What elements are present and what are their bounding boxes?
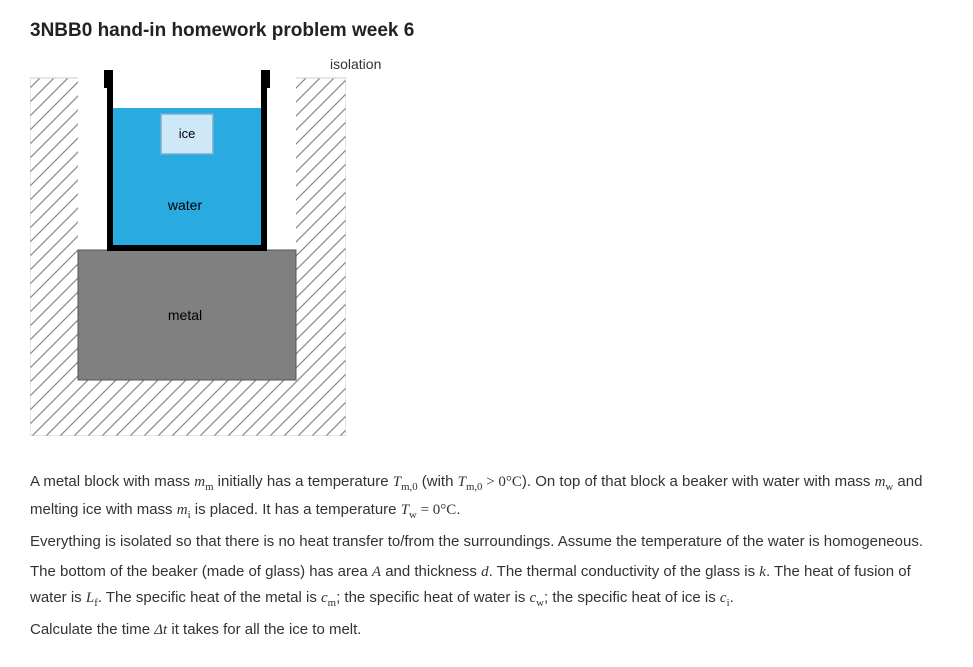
sym-T: T — [393, 474, 401, 490]
sym-eq0: = 0°C — [417, 502, 456, 518]
text: A metal block with mass — [30, 473, 194, 490]
isolation-label: isolation — [330, 56, 381, 72]
sym-cw-sub: w — [536, 597, 544, 609]
sym-Tw: T — [401, 502, 409, 518]
text: . — [730, 589, 734, 606]
sym-mw: m — [875, 474, 886, 490]
sym-m: m — [194, 474, 205, 490]
metal-label: metal — [168, 307, 202, 323]
sym-d: d — [481, 564, 489, 580]
text: ). On top of that block a beaker with wa… — [522, 473, 875, 490]
text: . The thermal conductivity of the glass … — [489, 563, 760, 580]
problem-diagram: metal water ice — [30, 60, 346, 436]
sym-A: A — [372, 564, 381, 580]
text: it takes for all the ice to melt. — [167, 621, 361, 638]
text: is placed. It has a temperature — [191, 501, 401, 518]
sym-cm-sub: m — [328, 597, 336, 609]
text: Calculate the time — [30, 621, 154, 638]
sym-T2-sub: m,0 — [466, 481, 483, 493]
problem-text: A metal block with mass mm initially has… — [30, 469, 943, 643]
page-title: 3NBB0 hand-in homework problem week 6 — [30, 20, 943, 42]
text: initially has a temperature — [213, 473, 392, 490]
text: (with — [418, 473, 458, 490]
sym-gt0: > 0°C — [482, 474, 521, 490]
sym-mi: m — [177, 502, 188, 518]
paragraph-3: The bottom of the beaker (made of glass)… — [30, 559, 943, 613]
sym-Tw-sub: w — [409, 509, 417, 521]
text: The bottom of the beaker (made of glass)… — [30, 563, 372, 580]
sym-Dt: Δt — [154, 622, 167, 638]
text: . — [456, 501, 460, 518]
sym-k: k — [759, 564, 766, 580]
paragraph-2: Everything is isolated so that there is … — [30, 529, 943, 555]
water-label: water — [167, 197, 203, 213]
sym-Lf: L — [86, 590, 94, 606]
sym-cm: c — [321, 590, 328, 606]
figure-container: isolation metal water ice — [30, 60, 943, 441]
sym-ci: c — [720, 590, 727, 606]
text: ; the specific heat of water is — [336, 589, 529, 606]
paragraph-4: Calculate the time Δt it takes for all t… — [30, 617, 943, 643]
ice-label: ice — [179, 126, 196, 141]
text: . The specific heat of the metal is — [98, 589, 321, 606]
sym-T2: T — [458, 474, 466, 490]
text: and thickness — [381, 563, 481, 580]
text: ; the specific heat of ice is — [544, 589, 720, 606]
sym-T-sub: m,0 — [401, 481, 418, 493]
paragraph-1: A metal block with mass mm initially has… — [30, 469, 943, 525]
